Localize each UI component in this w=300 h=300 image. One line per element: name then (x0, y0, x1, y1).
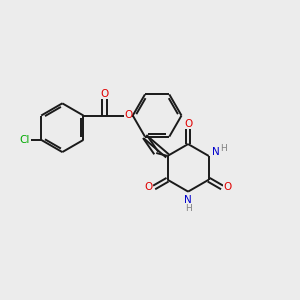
Text: O: O (223, 182, 232, 193)
Text: H: H (220, 144, 227, 153)
Text: O: O (124, 110, 132, 120)
Text: O: O (184, 118, 192, 129)
Text: N: N (184, 195, 192, 205)
Text: O: O (145, 182, 153, 193)
Text: O: O (100, 89, 108, 99)
Text: N: N (212, 147, 220, 157)
Text: Cl: Cl (20, 135, 30, 145)
Text: H: H (185, 204, 191, 213)
